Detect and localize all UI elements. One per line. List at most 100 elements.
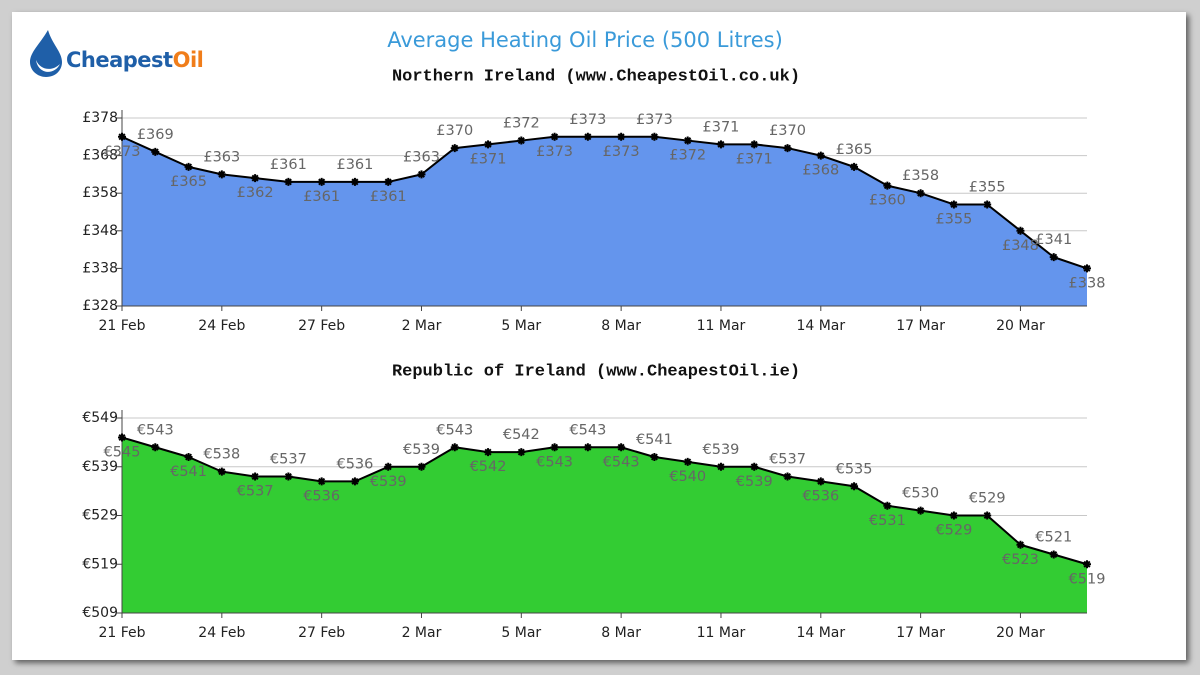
data-label: £338	[1069, 275, 1106, 291]
x-tick-label: 17 Mar	[896, 318, 945, 334]
data-label: £358	[902, 168, 939, 184]
marker	[850, 162, 859, 171]
marker	[650, 453, 659, 461]
marker	[317, 477, 326, 486]
x-tick-label: 14 Mar	[796, 318, 845, 334]
data-label: £363	[203, 149, 240, 165]
data-label: £361	[303, 189, 340, 205]
marker	[949, 511, 958, 520]
x-tick-label: 17 Mar	[896, 625, 945, 641]
data-label: £370	[769, 123, 806, 139]
x-tick-label: 20 Mar	[996, 625, 1045, 641]
data-label: €531	[869, 513, 906, 529]
data-label: €529	[935, 523, 972, 539]
marker	[284, 177, 293, 186]
marker	[816, 151, 825, 160]
x-tick-label: 24 Feb	[198, 318, 245, 334]
data-label: £373	[536, 144, 573, 160]
logo-accent: Oil	[173, 48, 204, 72]
data-label: £369	[137, 127, 174, 143]
marker	[583, 132, 592, 141]
logo-brand: Cheapest	[66, 48, 173, 72]
data-label: £370	[436, 123, 473, 139]
marker	[1083, 560, 1091, 569]
data-label: £365	[836, 142, 873, 158]
marker	[550, 443, 559, 452]
y-tick-label: £378	[82, 110, 118, 126]
data-label: €543	[536, 454, 573, 470]
data-label: €536	[336, 456, 373, 472]
x-tick-label: 24 Feb	[198, 625, 245, 641]
area	[122, 136, 1087, 306]
data-label: €539	[370, 474, 407, 490]
marker	[883, 501, 892, 510]
data-label: €536	[802, 488, 839, 504]
x-tick-label: 5 Mar	[501, 625, 541, 641]
data-label: £361	[370, 189, 407, 205]
marker	[949, 200, 958, 209]
marker	[617, 132, 626, 141]
marker	[783, 144, 792, 153]
y-tick-label: €539	[82, 459, 118, 475]
marker	[384, 177, 393, 186]
page-title: Average Heating Oil Price (500 Litres)	[387, 28, 783, 52]
marker	[151, 443, 160, 452]
marker	[750, 140, 759, 149]
marker	[683, 457, 692, 466]
marker	[1049, 550, 1058, 559]
data-label: £373	[104, 144, 141, 160]
x-tick-label: 27 Feb	[298, 625, 345, 641]
data-label: €545	[104, 445, 141, 461]
marker	[350, 477, 359, 486]
x-tick-label: 2 Mar	[402, 625, 442, 641]
data-label: €537	[270, 452, 307, 468]
data-label: €540	[669, 469, 706, 485]
marker	[284, 472, 293, 481]
data-label: €539	[736, 474, 773, 490]
marker	[184, 453, 193, 461]
data-label: €539	[703, 442, 740, 458]
line	[121, 135, 1088, 270]
data-label: £348	[1002, 238, 1039, 254]
marker	[118, 433, 126, 442]
marker	[484, 448, 493, 457]
marker	[251, 174, 260, 183]
y-tick-label: £328	[82, 298, 118, 314]
marker	[983, 511, 992, 520]
data-label: €539	[403, 442, 440, 458]
marker	[750, 462, 759, 471]
marker	[217, 170, 226, 179]
marker	[1083, 264, 1091, 273]
logo: CheapestOil	[30, 30, 204, 77]
area	[122, 437, 1087, 613]
data-label: £361	[270, 157, 307, 173]
x-tick-label: 14 Mar	[796, 625, 845, 641]
marker	[484, 140, 493, 149]
marker	[450, 443, 459, 452]
marker	[783, 472, 792, 481]
data-label: €537	[237, 484, 274, 500]
data-label: €543	[603, 454, 640, 470]
data-label: £371	[470, 151, 507, 167]
marker	[916, 506, 925, 515]
y-tick-label: £368	[82, 148, 118, 164]
data-label: £363	[403, 149, 440, 165]
data-label: €538	[203, 447, 240, 463]
x-tick-label: 21 Feb	[98, 625, 145, 641]
data-label: £368	[802, 163, 839, 179]
data-label: €535	[836, 461, 873, 477]
line	[121, 436, 1088, 566]
data-label: £360	[869, 193, 906, 209]
x-tick-label: 21 Feb	[98, 318, 145, 334]
data-label: €523	[1002, 552, 1039, 568]
marker	[350, 177, 359, 186]
data-label: £373	[603, 144, 640, 160]
marker	[517, 448, 526, 457]
marker	[816, 477, 825, 486]
data-label: €529	[969, 491, 1006, 507]
data-label: £365	[170, 174, 207, 190]
marker	[550, 132, 559, 141]
marker	[850, 482, 859, 491]
data-label: €537	[769, 452, 806, 468]
marker	[683, 136, 692, 145]
